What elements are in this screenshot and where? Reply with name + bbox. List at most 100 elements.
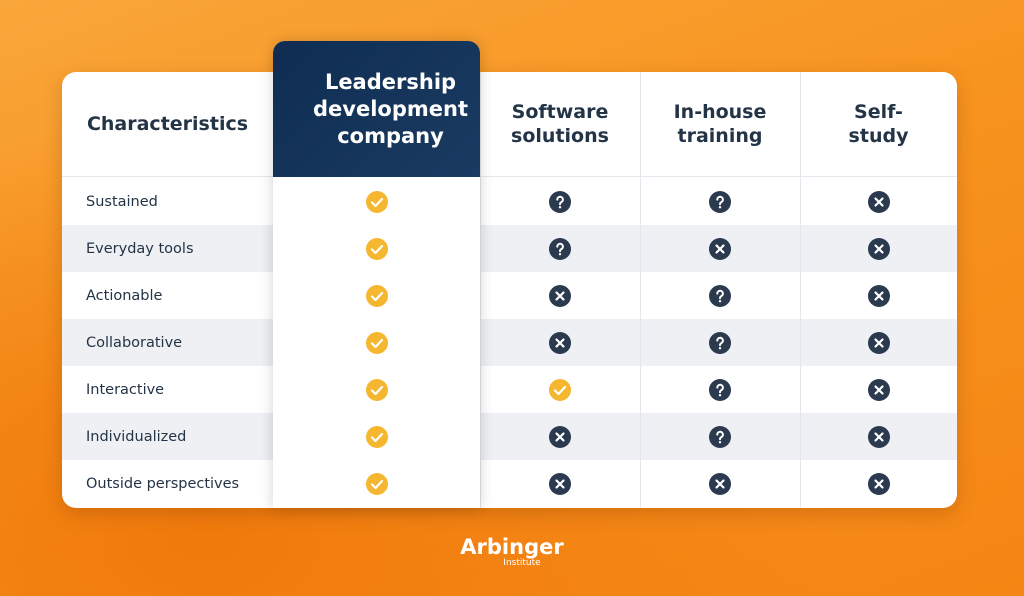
row-label: Outside perspectives: [86, 475, 240, 492]
status-icon: [867, 237, 890, 260]
header-rule: [62, 176, 957, 177]
status-cell: [800, 319, 957, 366]
column-divider: [800, 72, 801, 508]
status-glyph: [873, 337, 884, 348]
status-glyph: [370, 291, 383, 301]
status-icon: [709, 425, 731, 448]
row-label: Individualized: [86, 428, 187, 445]
status-cell: [480, 272, 640, 319]
status-glyph: [716, 430, 724, 443]
status-cell: [800, 225, 957, 272]
status-cell: [273, 319, 480, 366]
status-glyph: [873, 384, 884, 395]
status-icon: [867, 472, 890, 495]
status-icon: [867, 190, 890, 213]
status-icon: [549, 284, 571, 307]
status-cell: [480, 413, 640, 460]
row-band: [62, 225, 957, 272]
status-glyph: [716, 289, 724, 302]
status-cell: [480, 225, 640, 272]
status-glyph: [873, 290, 884, 301]
status-cell: [480, 460, 640, 507]
status-cell: [480, 319, 640, 366]
status-cell: [273, 178, 480, 225]
status-icon: [867, 378, 890, 401]
status-glyph: [715, 243, 725, 254]
status-icon: [709, 284, 731, 307]
status-cell: [640, 272, 800, 319]
column-divider: [640, 72, 641, 508]
status-glyph: [873, 243, 884, 254]
status-glyph: [556, 195, 564, 208]
status-glyph: [553, 385, 567, 395]
status-icon: [549, 331, 571, 354]
status-icon: [867, 284, 890, 307]
logo: Arbinger Institute: [0, 536, 1024, 568]
column-header: Software solutions: [511, 101, 609, 147]
status-cell: [273, 272, 480, 319]
status-glyph: [716, 195, 724, 208]
status-glyph: [873, 431, 884, 442]
column-header: Leadership development company: [273, 41, 480, 177]
comparison-table: Characteristics Software solutions In-hous…: [62, 72, 957, 508]
status-glyph: [715, 478, 725, 489]
column-divider: [480, 72, 481, 508]
status-cell: [800, 413, 957, 460]
status-cell: [800, 460, 957, 507]
status-glyph: [370, 338, 383, 348]
status-cell: [640, 460, 800, 507]
status-glyph: [370, 197, 383, 207]
row-label: Sustained: [86, 193, 158, 210]
status-glyph: [370, 244, 383, 254]
status-icon: [549, 190, 571, 213]
status-icon: [549, 237, 571, 260]
status-glyph: [873, 196, 884, 207]
status-cell: [480, 366, 640, 413]
status-cell: [273, 460, 480, 507]
status-icon: [365, 425, 388, 448]
status-icon: [365, 331, 388, 354]
column-header: Characteristics: [86, 113, 249, 135]
row-label: Interactive: [86, 381, 165, 398]
status-icon: [867, 331, 890, 354]
row-label: Actionable: [86, 287, 163, 304]
status-cell: [273, 225, 480, 272]
status-cell: [640, 366, 800, 413]
status-icon: [709, 472, 731, 495]
status-icon: [867, 425, 890, 448]
status-cell: [273, 413, 480, 460]
logo-sub: Institute: [503, 558, 541, 568]
status-icon: [549, 472, 571, 495]
status-glyph: [555, 337, 565, 348]
status-cell: [640, 225, 800, 272]
status-icon: [365, 284, 388, 307]
logo-name: Arbinger: [460, 535, 564, 559]
status-cell: [640, 319, 800, 366]
status-icon: [709, 331, 731, 354]
status-icon: [365, 190, 388, 213]
status-cell: [640, 178, 800, 225]
status-icon: [709, 237, 731, 260]
status-glyph: [370, 432, 383, 442]
status-glyph: [555, 290, 565, 301]
status-glyph: [716, 383, 724, 396]
status-icon: [709, 190, 731, 213]
status-cell: [800, 272, 957, 319]
status-glyph: [716, 336, 724, 349]
status-icon: [709, 378, 731, 401]
status-cell: [273, 366, 480, 413]
status-icon: [365, 378, 388, 401]
status-glyph: [370, 385, 383, 395]
status-cell: [800, 178, 957, 225]
status-glyph: [555, 478, 565, 489]
status-glyph: [556, 242, 564, 255]
row-band: [62, 319, 957, 366]
status-glyph: [873, 478, 884, 489]
status-icon: [549, 378, 571, 401]
column-header: In-house training: [673, 101, 767, 147]
status-icon: [365, 472, 388, 495]
row-label: Collaborative: [86, 334, 183, 351]
status-icon: [365, 237, 388, 260]
column-header: Self-study: [848, 101, 909, 147]
